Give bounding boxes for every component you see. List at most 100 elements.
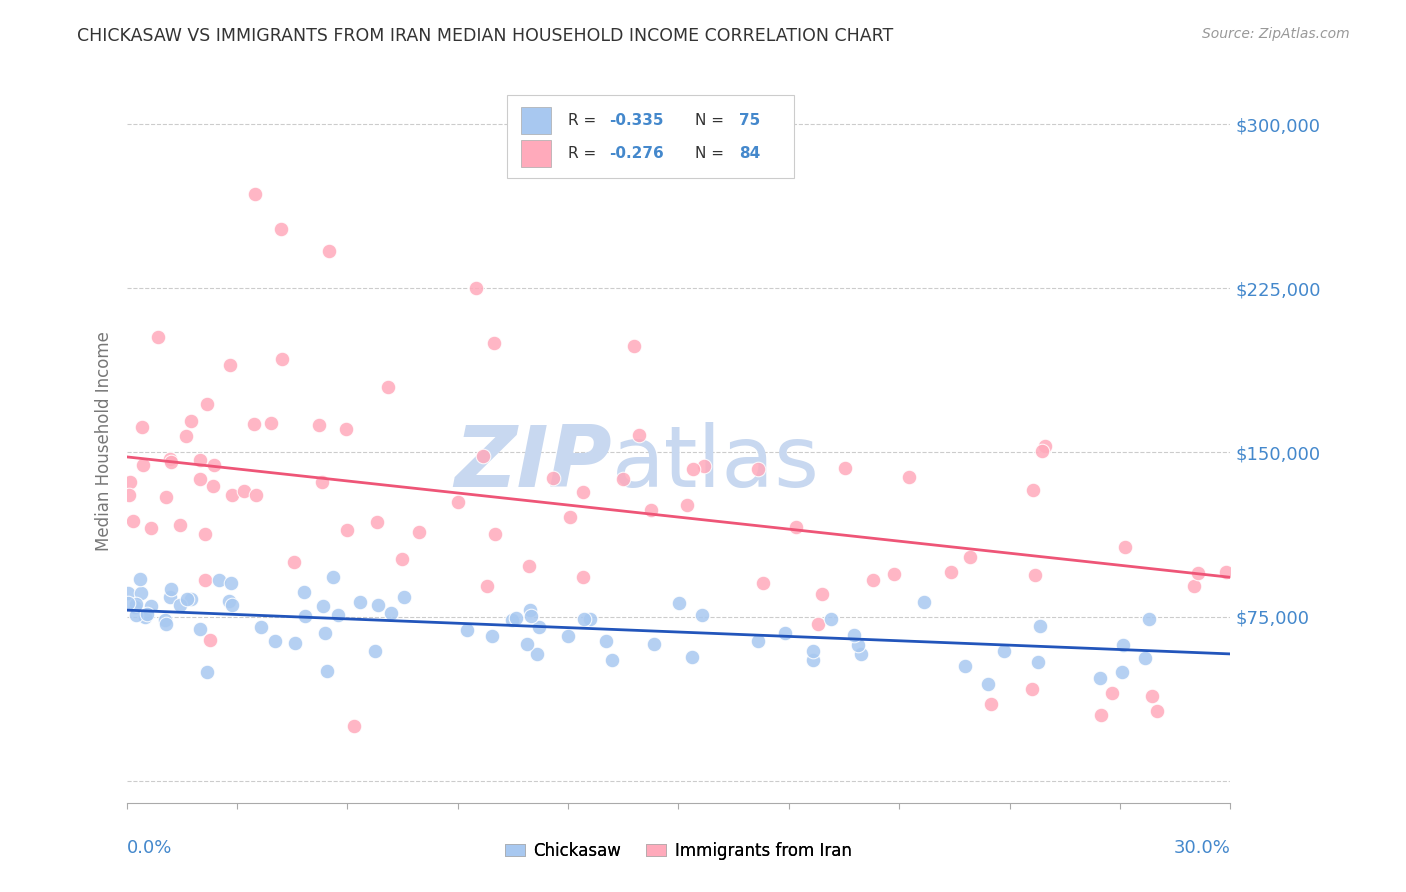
Point bbox=[640, 503, 662, 517]
Point bbox=[117, 586, 139, 600]
Point bbox=[481, 628, 503, 642]
Point bbox=[294, 609, 316, 624]
Point bbox=[807, 617, 830, 632]
Y-axis label: Median Household Income: Median Household Income bbox=[94, 332, 112, 551]
Point bbox=[747, 634, 769, 648]
Point bbox=[243, 417, 266, 432]
Point bbox=[197, 665, 219, 680]
Point bbox=[284, 636, 307, 650]
Point bbox=[1033, 439, 1056, 453]
Point bbox=[801, 653, 824, 667]
Point bbox=[477, 579, 499, 593]
Point bbox=[160, 582, 183, 597]
Point bbox=[505, 611, 527, 625]
Text: N =: N = bbox=[695, 145, 728, 161]
Point bbox=[120, 475, 142, 489]
Point bbox=[572, 569, 595, 583]
Point bbox=[541, 470, 564, 484]
Text: -0.276: -0.276 bbox=[609, 145, 664, 161]
Point bbox=[1021, 681, 1043, 696]
Point bbox=[322, 570, 344, 584]
Point bbox=[501, 613, 523, 627]
Point bbox=[668, 596, 690, 610]
Point bbox=[124, 599, 146, 614]
Point bbox=[366, 515, 388, 529]
Point bbox=[160, 455, 183, 469]
Point bbox=[208, 574, 231, 588]
Point bbox=[132, 458, 155, 472]
Point bbox=[128, 572, 150, 586]
Point bbox=[194, 573, 217, 587]
Point bbox=[993, 644, 1015, 658]
Point bbox=[155, 490, 177, 504]
Point bbox=[941, 566, 963, 580]
Point bbox=[169, 598, 191, 612]
Point bbox=[270, 222, 292, 236]
Point bbox=[1031, 444, 1053, 458]
Point bbox=[862, 574, 884, 588]
Point bbox=[1133, 650, 1156, 665]
Point bbox=[200, 632, 222, 647]
FancyBboxPatch shape bbox=[520, 139, 551, 167]
Point bbox=[326, 607, 349, 622]
Point bbox=[465, 281, 488, 295]
Point bbox=[159, 590, 181, 604]
Point bbox=[959, 550, 981, 565]
Point bbox=[623, 339, 645, 353]
Point bbox=[194, 527, 217, 541]
Point bbox=[176, 591, 198, 606]
Point bbox=[747, 462, 769, 476]
Point bbox=[560, 510, 582, 524]
Point bbox=[579, 612, 602, 626]
Point bbox=[519, 603, 541, 617]
Point bbox=[180, 592, 202, 607]
Point bbox=[643, 637, 665, 651]
Point bbox=[1101, 686, 1123, 700]
Text: R =: R = bbox=[568, 145, 602, 161]
Point bbox=[139, 599, 162, 613]
Legend: Chickasaw, Immigrants from Iran: Chickasaw, Immigrants from Iran bbox=[499, 836, 858, 867]
Point bbox=[526, 647, 548, 661]
Point bbox=[380, 606, 402, 620]
Text: Source: ZipAtlas.com: Source: ZipAtlas.com bbox=[1202, 27, 1350, 41]
Point bbox=[195, 397, 218, 411]
Point bbox=[343, 719, 366, 733]
Text: 84: 84 bbox=[740, 145, 761, 161]
Point bbox=[1140, 689, 1163, 703]
Point bbox=[221, 488, 243, 502]
Point bbox=[1215, 565, 1237, 579]
Point bbox=[1022, 483, 1045, 498]
Point bbox=[627, 428, 650, 442]
Point bbox=[849, 647, 872, 661]
Point bbox=[202, 458, 225, 472]
Point bbox=[953, 659, 976, 673]
Point bbox=[1090, 708, 1112, 723]
Point bbox=[516, 637, 538, 651]
Point bbox=[1029, 619, 1052, 633]
Point bbox=[472, 450, 495, 464]
Point bbox=[527, 619, 550, 633]
Point bbox=[834, 460, 856, 475]
Point bbox=[148, 329, 170, 343]
Point bbox=[125, 598, 148, 612]
Point bbox=[612, 472, 634, 486]
Point bbox=[169, 518, 191, 533]
Text: R =: R = bbox=[568, 113, 602, 128]
Point bbox=[820, 612, 842, 626]
Point bbox=[811, 587, 834, 601]
Point bbox=[447, 495, 470, 509]
Point bbox=[188, 623, 211, 637]
Point bbox=[221, 598, 243, 612]
Point bbox=[752, 575, 775, 590]
Point bbox=[190, 473, 212, 487]
Point bbox=[676, 499, 699, 513]
Point bbox=[129, 585, 152, 599]
Point bbox=[693, 458, 716, 473]
Point bbox=[134, 610, 156, 624]
Point bbox=[263, 633, 285, 648]
Point bbox=[218, 594, 240, 608]
Point bbox=[245, 187, 267, 202]
FancyBboxPatch shape bbox=[508, 95, 794, 178]
Point bbox=[349, 595, 371, 609]
Point bbox=[1146, 704, 1168, 718]
